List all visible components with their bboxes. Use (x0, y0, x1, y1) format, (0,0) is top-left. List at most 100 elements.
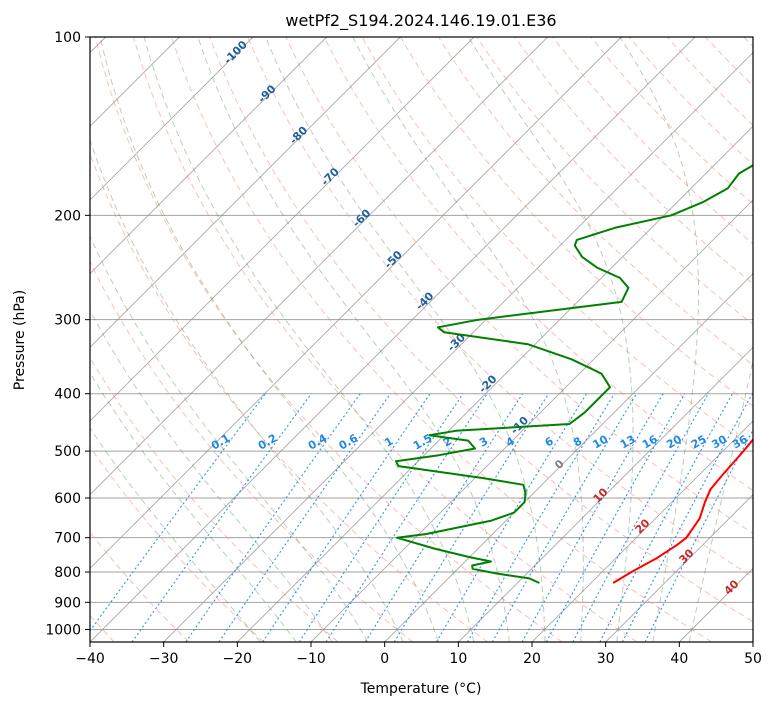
dry-adiabat-line (323, 37, 753, 491)
mixing-ratio-label: 13 (618, 433, 638, 452)
wetbulb-label: -70 (319, 165, 342, 188)
x-tick-label: 40 (670, 651, 688, 667)
mixing-ratio-label: 25 (689, 433, 709, 452)
y-tick-label: 1000 (45, 622, 81, 638)
isotherm-line (458, 346, 753, 642)
mixing-ratio-label: 0.4 (306, 431, 330, 452)
isotherm-line (90, 37, 475, 422)
mixing-ratio-line (393, 393, 550, 642)
dry-adiabat-line (90, 260, 414, 642)
mixing-ratio-label: 0.1 (209, 432, 232, 453)
isotherm-line (531, 420, 753, 642)
dry-adiabat-line (132, 37, 638, 642)
dry-potential-label: 30 (677, 546, 697, 566)
mixing-ratio-line (491, 393, 637, 642)
temperature-line (612, 438, 753, 584)
mixing-ratio-label: 6 (543, 434, 556, 449)
moist-adiabat-line (90, 138, 404, 642)
isotherm-line (90, 37, 622, 569)
isotherm-line (605, 494, 753, 642)
mixing-ratio-line (599, 393, 733, 642)
mixing-ratio-line (364, 393, 524, 642)
x-tick-label: 20 (523, 651, 541, 667)
isotherm-line (752, 641, 753, 642)
mixing-ratio-line (325, 393, 488, 642)
dry-adiabat-line (285, 37, 753, 535)
dewpoint-line (395, 164, 753, 584)
mixing-ratio-label: 10 (591, 432, 611, 451)
wetbulb-label: -20 (476, 372, 499, 395)
mixing-ratio-line (131, 393, 312, 642)
mixing-ratio-label: 20 (664, 432, 684, 451)
mixing-ratio-label: 36 (730, 432, 750, 451)
isotherm-line (237, 125, 753, 642)
moist-adiabat-line (90, 235, 369, 642)
moist-adiabat-line (90, 371, 297, 642)
y-tick-label: 500 (54, 444, 81, 460)
wetbulb-label: -80 (287, 124, 310, 147)
isotherm-line (90, 37, 327, 275)
moist-adiabat-line (265, 37, 546, 642)
x-tick-label: −30 (149, 651, 179, 667)
dry-adiabat-line (171, 37, 712, 642)
mixing-ratio-line (572, 393, 709, 642)
y-axis-title: Pressure (hPa) (12, 290, 28, 390)
x-tick-label: −10 (296, 651, 326, 667)
y-tick-label: 900 (54, 595, 81, 611)
x-tick-label: 50 (744, 651, 762, 667)
wetbulb-label: -50 (382, 248, 405, 271)
dry-adiabat-line (476, 37, 753, 325)
mixing-ratio-label: 30 (709, 432, 729, 451)
y-tick-label: 300 (54, 313, 81, 329)
mixing-ratio-line (185, 393, 361, 642)
y-tick-label: 200 (54, 208, 81, 224)
plot-frame (89, 36, 754, 643)
mixing-ratio-line (467, 393, 615, 642)
y-tick-label: 800 (54, 565, 81, 581)
moist-adiabat-line (619, 37, 699, 642)
x-tick-label: −40 (75, 651, 105, 667)
wetbulb-label: -40 (413, 289, 436, 312)
dry-potential-label: 40 (722, 577, 742, 597)
dry-adiabat-line (90, 356, 339, 642)
isotherm-line (90, 37, 254, 201)
x-tick-label: 30 (597, 651, 615, 667)
moist-adiabat-line (197, 37, 510, 642)
moist-adiabat-line (99, 37, 439, 642)
wetbulb-label: -100 (221, 38, 250, 67)
isotherm-line (163, 52, 753, 642)
zero-line-label: 0 (552, 457, 567, 472)
moist-adiabat-line (90, 427, 261, 642)
dry-adiabat-line (247, 37, 753, 578)
mixing-ratio-line (298, 393, 464, 642)
y-tick-label: 700 (54, 531, 81, 547)
mixing-ratio-line (90, 393, 266, 632)
x-tick-label: 0 (380, 651, 389, 667)
isotherm-line (90, 37, 401, 348)
moist-adiabat-line (688, 358, 753, 642)
mixing-ratio-line (545, 393, 686, 642)
x-tick-label: −20 (223, 651, 253, 667)
isotherm-line (90, 37, 696, 642)
dry-adiabat-line (94, 37, 563, 642)
isotherm-line (384, 273, 753, 642)
y-tick-label: 400 (54, 387, 81, 403)
dry-potential-label: 20 (633, 516, 653, 536)
isotherm-line (90, 37, 548, 496)
y-tick-label: 100 (54, 30, 81, 46)
mixing-ratio-line (435, 393, 587, 642)
moist-adiabat-line (352, 37, 584, 642)
dry-adiabat-line (743, 37, 753, 48)
mixing-ratio-line (521, 393, 664, 642)
wetbulb-label: -90 (255, 82, 278, 105)
wetbulb-label: -10 (508, 414, 531, 437)
mixing-ratio-line (218, 393, 391, 642)
chart-title: wetPf2_S194.2024.146.19.01.E36 (285, 11, 556, 31)
moist-adiabat-line (143, 37, 475, 642)
y-tick-label: 600 (54, 491, 81, 507)
dry-adiabat-line (90, 446, 264, 642)
mixing-ratio-label: 16 (640, 432, 660, 451)
x-tick-label: 10 (449, 651, 467, 667)
dry-adiabat-line (514, 37, 753, 285)
